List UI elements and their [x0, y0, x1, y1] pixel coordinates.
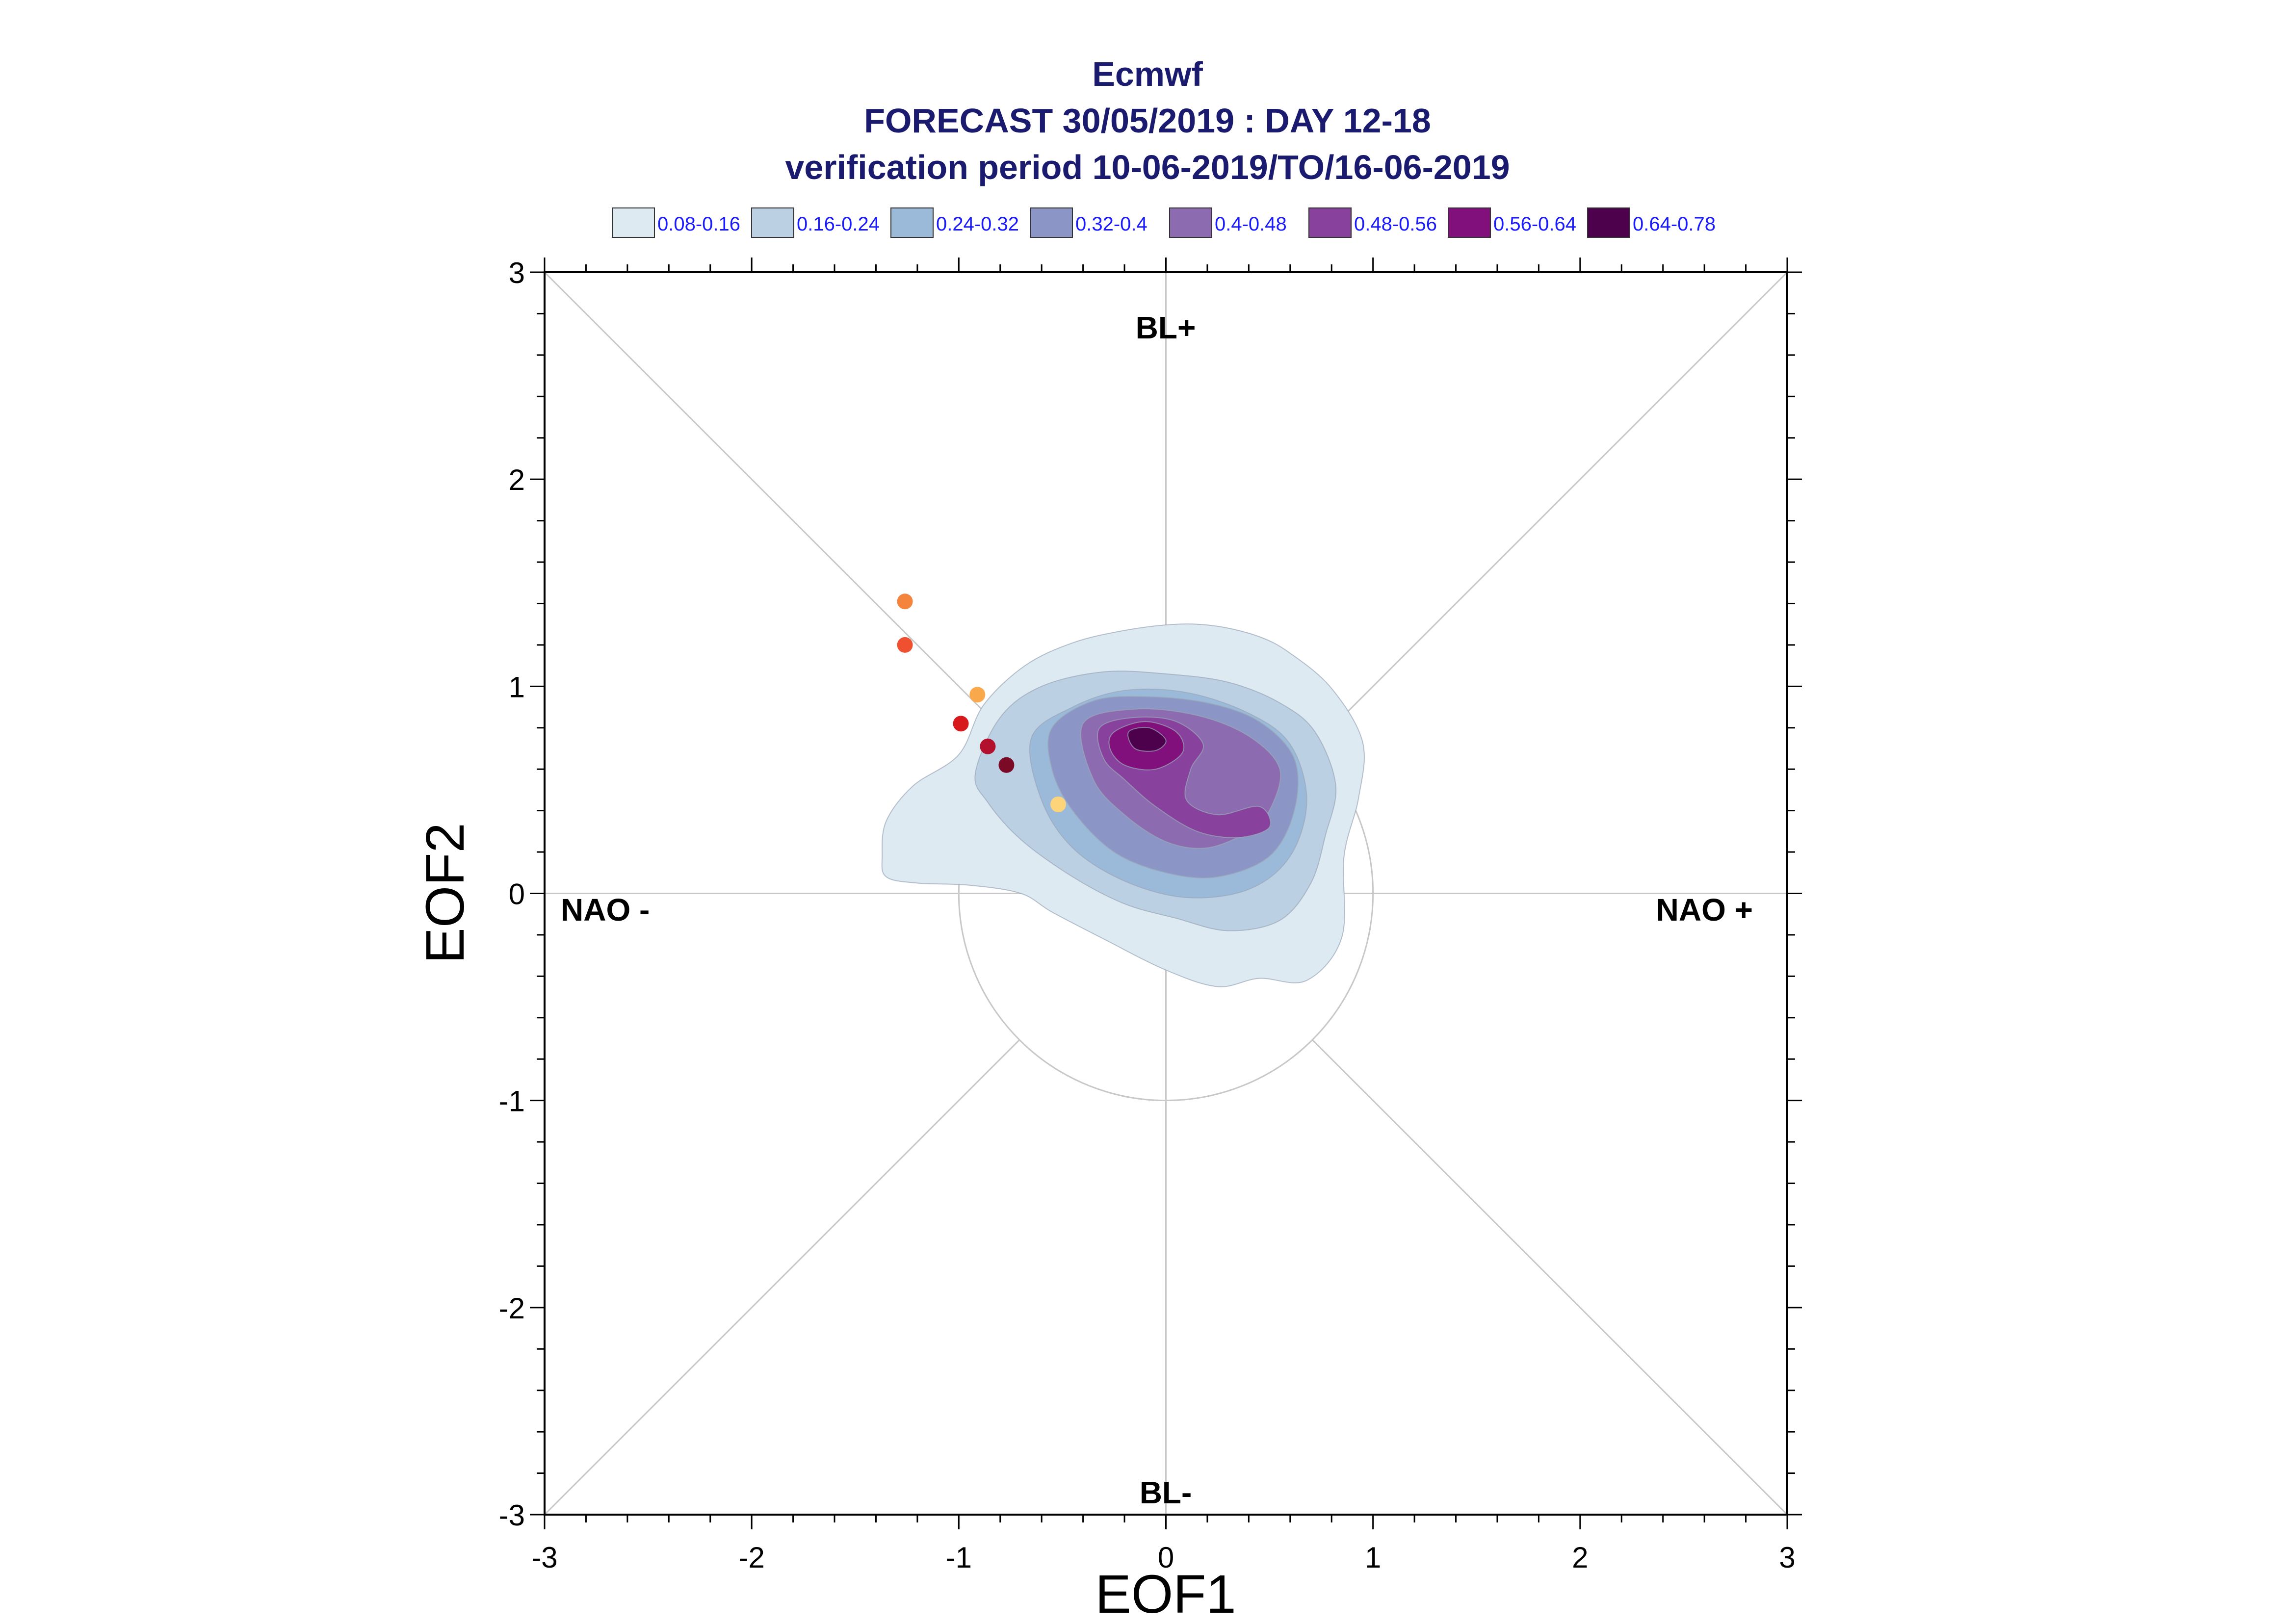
legend-swatch [1587, 207, 1630, 238]
x-tick-label: 0 [1158, 1541, 1174, 1574]
legend-label: 0.24-0.32 [936, 213, 1019, 235]
y-tick-label: 2 [509, 464, 525, 496]
ensemble-point [1050, 796, 1066, 812]
legend-label: 0.4-0.48 [1215, 213, 1287, 235]
density-contours [881, 623, 1365, 987]
x-tick-label: -1 [946, 1541, 972, 1574]
y-tick-label: 1 [509, 670, 525, 703]
y-tick-label: -3 [499, 1499, 525, 1532]
legend-label: 0.32-0.4 [1075, 213, 1148, 235]
ensemble-point [897, 637, 913, 653]
density-legend: 0.08-0.16 0.16-0.24 0.24-0.32 0.32-0.4 0.4-0… [612, 207, 1716, 238]
diagonal-guide [544, 271, 1020, 748]
ensemble-point [897, 593, 913, 610]
legend-swatch [1448, 207, 1491, 238]
legend-label: 0.56-0.64 [1493, 213, 1576, 235]
legend-swatch [612, 207, 655, 238]
density-contour-8 [1127, 726, 1167, 752]
y-tick-label: -2 [499, 1292, 525, 1325]
ensemble-point [980, 738, 996, 754]
legend-swatch [1030, 207, 1073, 238]
diagonal-guide [544, 1039, 1020, 1516]
chart-title: Ecmwf [1092, 55, 1203, 93]
legend-label: 0.08-0.16 [657, 213, 740, 235]
regime-label-left: NAO - [561, 892, 650, 928]
x-tick-label: 3 [1779, 1541, 1795, 1574]
plot-area: -3 -2 -1 0 1 2 3 -3 -2 -1 0 1 2 3 [499, 257, 1802, 1574]
legend-swatch [890, 207, 934, 238]
x-axis-label: EOF1 [1095, 1564, 1236, 1624]
x-tick-label: -2 [738, 1541, 764, 1574]
ensemble-point [953, 716, 969, 732]
legend-swatch [751, 207, 794, 238]
legend-label: 0.48-0.56 [1354, 213, 1437, 235]
legend-swatch [1308, 207, 1352, 238]
legend-label: 0.16-0.24 [797, 213, 880, 235]
regime-label-right: NAO + [1656, 892, 1753, 928]
y-tick-label: -1 [499, 1085, 525, 1118]
ensemble-point [969, 687, 986, 703]
y-axis-label: EOF2 [415, 823, 475, 963]
y-tick-label: 3 [509, 257, 525, 289]
regime-label-bottom: BL- [1140, 1475, 1192, 1510]
diagonal-guide [1311, 271, 1788, 748]
x-tick-label: 2 [1572, 1541, 1588, 1574]
diagonal-guide [1311, 1039, 1788, 1516]
chart-subtitle: FORECAST 30/05/2019 : DAY 12-18 [864, 102, 1431, 140]
chart-subtitle-verification: verification period 10-06-2019/TO/16-06-… [785, 148, 1510, 186]
ensemble-point [998, 757, 1015, 773]
axis-ticks: -3 -2 -1 0 1 2 3 -3 -2 -1 0 1 2 3 [499, 257, 1802, 1574]
legend-label: 0.64-0.78 [1633, 213, 1716, 235]
x-tick-label: -3 [531, 1541, 557, 1574]
regime-label-top: BL+ [1136, 310, 1196, 345]
x-tick-label: 1 [1365, 1541, 1381, 1574]
legend-swatch [1169, 207, 1212, 238]
y-tick-label: 0 [509, 878, 525, 911]
ensemble-points [897, 593, 1066, 812]
